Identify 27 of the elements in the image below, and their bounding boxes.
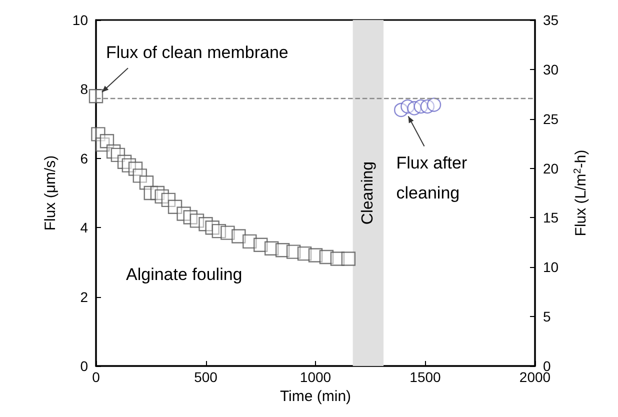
annotation: Alginate fouling <box>126 265 242 284</box>
y-tick-label: 2 <box>80 288 88 305</box>
point <box>341 252 356 266</box>
x-axis-title: Time (min) <box>280 388 352 405</box>
band-label: Cleaning <box>360 161 377 225</box>
point <box>426 98 442 112</box>
annotation: Flux after cleaning <box>396 154 468 203</box>
y2-axis-title: Flux (L/m2-h) <box>572 150 590 236</box>
y2-tick-label: 15 <box>543 210 559 226</box>
y2-tick-label: 25 <box>543 110 559 127</box>
point <box>88 89 104 104</box>
x-tick-label: 500 <box>194 369 218 385</box>
y2-tick-label: 10 <box>543 259 559 276</box>
x-tick-label: 0 <box>92 369 100 385</box>
annotation: Flux of clean membrane <box>106 43 288 62</box>
y2-tick-label: 30 <box>543 61 559 78</box>
y2-tick-label: 20 <box>543 160 559 176</box>
y-axis-title: Flux (μm/s) <box>42 155 59 231</box>
y2-tick-label: 35 <box>543 12 559 28</box>
y-tick-label: 4 <box>80 220 88 236</box>
y-tick-label: 0 <box>80 358 88 374</box>
x-tick-label: 1000 <box>300 369 332 385</box>
x-tick-label: 1500 <box>410 369 442 385</box>
y-tick-label: 10 <box>72 12 88 28</box>
y2-tick-label: 5 <box>543 308 551 325</box>
y-tick-label: 6 <box>80 150 88 166</box>
y-tick-label: 8 <box>80 81 88 98</box>
